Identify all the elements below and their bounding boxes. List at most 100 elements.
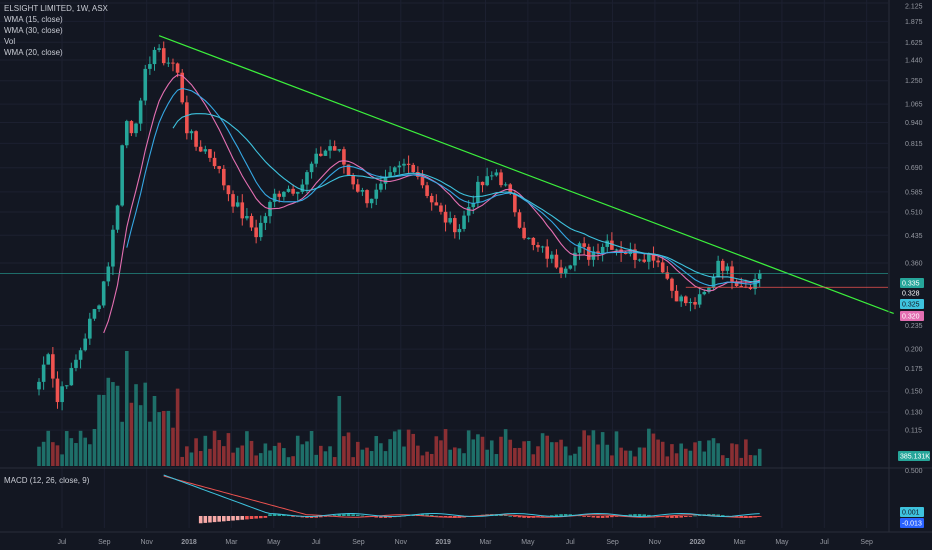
volume-bar	[69, 438, 74, 466]
candle	[586, 246, 591, 260]
candle	[134, 123, 138, 134]
candle	[748, 287, 753, 289]
macd-histogram-bar	[614, 516, 619, 517]
indicator-wma15-label[interactable]: WMA (15, close)	[4, 15, 63, 24]
indicator-vol-label[interactable]: Vol	[4, 37, 16, 46]
volume-bar	[559, 439, 563, 466]
indicator-wma30-label[interactable]: WMA (30, close)	[4, 26, 63, 35]
volume-bar	[217, 440, 221, 466]
volume-bar	[323, 451, 328, 466]
candle	[355, 184, 360, 192]
candle	[212, 157, 217, 167]
volume-bar	[503, 429, 508, 466]
macd-histogram-bar	[383, 516, 388, 518]
volume-bar	[88, 444, 92, 466]
macd-histogram-bar	[554, 514, 559, 516]
volume-bar	[573, 453, 577, 466]
candle	[489, 175, 494, 177]
volume-bar	[693, 442, 697, 466]
volume-bar	[674, 453, 679, 466]
wma15-value-tag: 0.320	[902, 314, 920, 321]
candle	[78, 350, 83, 360]
candle	[369, 198, 374, 204]
macd-histogram-bar	[716, 514, 720, 516]
volume-bar	[540, 433, 545, 466]
candle	[439, 205, 443, 212]
volume-bar	[425, 451, 429, 466]
candle	[457, 228, 462, 233]
volume-bar	[623, 450, 628, 466]
candle	[152, 49, 157, 65]
volume-bar	[355, 441, 360, 466]
volume-bar	[319, 445, 323, 466]
volume-bar	[711, 438, 716, 466]
candle	[374, 189, 379, 199]
x-tick-label: Nov	[395, 539, 408, 546]
macd-signal-line	[163, 475, 760, 518]
volume-bar	[332, 457, 337, 466]
candle	[707, 287, 711, 292]
macd-histogram-bar	[688, 516, 693, 517]
y-tick-label: 1.065	[905, 102, 923, 109]
macd-histogram-bar	[679, 516, 683, 518]
indicator-wma20-label[interactable]: WMA (20, close)	[4, 48, 63, 57]
macd-histogram-bar	[217, 516, 221, 522]
macd-histogram-bar	[319, 516, 323, 518]
candle	[323, 150, 328, 156]
price-tags: 0.335 0.328 0.325 0.320 385.131K 0.001 -0.013	[898, 278, 930, 528]
volume-bar	[194, 438, 198, 466]
candle	[337, 149, 342, 151]
candle	[660, 262, 665, 273]
y-tick-label: 0.585	[905, 189, 923, 196]
volume-bar	[124, 351, 129, 466]
volume-bar	[757, 448, 762, 466]
volume-bar	[97, 394, 101, 466]
candle	[480, 181, 485, 186]
candle	[453, 218, 457, 233]
volume-bar	[744, 439, 748, 466]
volume-bar	[226, 433, 231, 466]
candle	[679, 296, 683, 302]
volume-bar	[166, 410, 171, 466]
candle	[697, 294, 702, 305]
y-tick-label: 0.360	[905, 260, 923, 267]
candle	[314, 153, 318, 164]
candle	[568, 265, 573, 269]
volume-bars	[37, 351, 762, 466]
y-tick-label: 1.440	[905, 57, 923, 64]
candle	[360, 190, 365, 192]
last-close-tag: 0.335	[902, 281, 920, 288]
volume-bar	[189, 452, 194, 466]
macd-legend[interactable]: MACD (12, 26, close, 9)	[4, 476, 90, 485]
y-tick-label: 0.200	[905, 347, 923, 354]
macd-histogram-bar	[526, 516, 531, 518]
volume-bar	[656, 439, 660, 466]
candle	[55, 378, 60, 403]
candle	[734, 281, 739, 287]
macd-histogram-bar	[517, 516, 522, 518]
macd-histogram-bar	[596, 516, 600, 518]
candle	[392, 167, 397, 173]
candle	[203, 149, 208, 152]
macd-histogram-bar	[222, 516, 226, 522]
candle	[189, 131, 194, 134]
volume-bar	[633, 456, 637, 466]
volume-bar	[374, 436, 379, 466]
candle	[554, 254, 559, 268]
candle	[402, 163, 406, 166]
candle	[411, 164, 416, 173]
volume-bar	[60, 454, 64, 466]
candle	[235, 202, 240, 207]
candle	[517, 212, 522, 228]
volume-bar	[258, 453, 263, 466]
volume-bar	[249, 440, 254, 466]
macd-histogram-bar	[429, 514, 434, 516]
volume-bar	[295, 435, 300, 466]
macd-histogram-bar	[240, 516, 245, 520]
macd-histogram-bar	[670, 516, 674, 518]
volume-bar	[392, 431, 397, 466]
volume-bar	[222, 446, 226, 466]
volume-bar	[129, 402, 134, 466]
x-tick-label: Mar	[734, 539, 747, 546]
